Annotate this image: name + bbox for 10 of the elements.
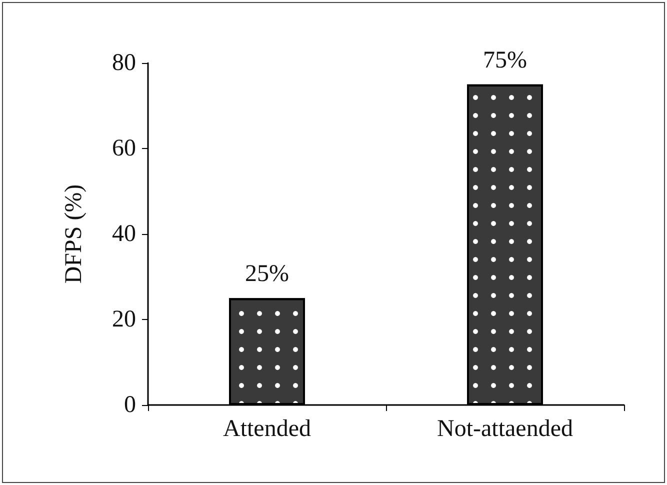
- x-tick-label: Not-attaended: [437, 416, 573, 442]
- y-tick-label: 40: [112, 221, 136, 247]
- y-tick-label: 20: [112, 306, 136, 332]
- y-tick-label: 60: [112, 136, 136, 162]
- x-tick-label: Attended: [223, 416, 311, 442]
- data-label: 75%: [483, 47, 527, 74]
- y-tick-label: 0: [124, 392, 136, 418]
- y-axis-title: DFPS (%): [61, 184, 87, 284]
- y-tick-label: 80: [112, 50, 136, 76]
- data-label: 25%: [245, 261, 289, 288]
